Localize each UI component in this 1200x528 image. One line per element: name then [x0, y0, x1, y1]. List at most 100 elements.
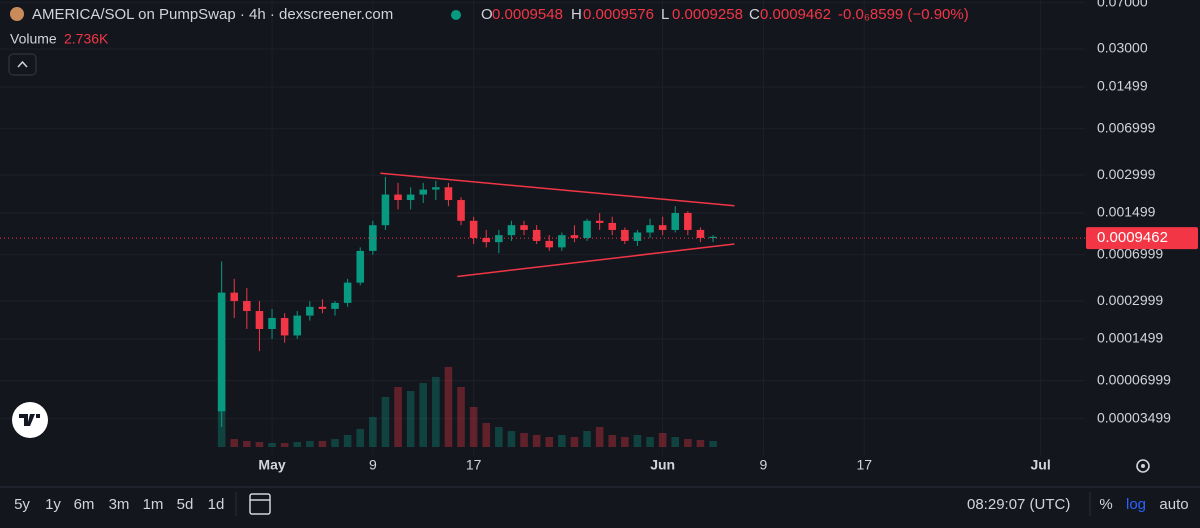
volume-bar [369, 417, 377, 447]
volume-bar [646, 437, 654, 447]
clock: 08:29:07 (UTC) [967, 496, 1070, 513]
volume-bar [268, 443, 276, 447]
y-tick-label: 0.0002999 [1097, 292, 1163, 308]
ohlc-value: 0.0009258 [672, 6, 743, 23]
candle-body [217, 292, 226, 412]
volume-bar [545, 437, 554, 447]
volume-bar [507, 431, 516, 447]
price-label-box [1086, 227, 1198, 250]
y-tick-label: 0.0001499 [1097, 330, 1163, 346]
volume-bar [570, 437, 579, 447]
volume-bar [331, 439, 339, 447]
y-tick-label: 0.03000 [1097, 40, 1148, 56]
y-tick-label: 0.001499 [1097, 204, 1156, 220]
volume-bar [684, 439, 692, 447]
y-tick-label: 0.0006999 [1097, 245, 1163, 261]
range-button[interactable]: 6m [74, 496, 95, 513]
volume-bar [243, 441, 251, 447]
candle-body [532, 229, 541, 241]
candle-body [633, 232, 642, 241]
candle-body [331, 302, 339, 309]
candle-body [507, 225, 516, 236]
candle-body [583, 220, 591, 238]
y-tick-label: 0.00006999 [1097, 371, 1171, 387]
header: AMERICA/SOL on PumpSwap · 4h · dexscreen… [8, 6, 969, 76]
candle-body [394, 194, 402, 201]
volume-bar [495, 427, 503, 447]
ohlc-value: 0.0009462 [760, 6, 831, 23]
x-tick-label: 9 [369, 457, 377, 473]
candle-body [558, 235, 566, 248]
candle-body [293, 315, 302, 336]
candle-body [608, 222, 617, 230]
candle-body [343, 282, 352, 303]
candle-body [255, 311, 264, 329]
x-tick-label: Jun [650, 457, 675, 473]
scale-button[interactable]: auto [1159, 496, 1188, 513]
ohlc-value: 0.0009548 [492, 6, 563, 23]
candle-body [381, 194, 390, 226]
candle-layer [217, 176, 717, 428]
candle-body [570, 235, 579, 238]
volume-bar [583, 431, 591, 447]
volume-bar [419, 383, 428, 447]
collapse-icon [17, 60, 28, 68]
candle-body [457, 200, 465, 221]
volume-bar [558, 435, 566, 447]
volume-bar [633, 435, 642, 447]
x-tick-label: May [258, 457, 285, 473]
candle-body [658, 225, 667, 230]
candle-body [520, 225, 528, 230]
range-button[interactable]: 1d [208, 496, 225, 513]
toolbar: 08:29:07 (UTC) 5y 1y 6m 3m 1m 5d 1d% log auto [14, 492, 1189, 516]
y-tick-label: 0.002999 [1097, 166, 1156, 182]
y-tick-label: 0.07000 [1097, 0, 1148, 9]
volume-value: 2.736K [64, 31, 109, 47]
volume-bar [343, 435, 352, 447]
settings-icon-center [1141, 464, 1145, 468]
scale-button[interactable]: log [1126, 496, 1146, 513]
volume-bar [230, 439, 239, 447]
range-button[interactable]: 5y [14, 496, 30, 513]
volume-bar [280, 443, 289, 447]
candle-body [318, 306, 327, 309]
volume-bar [444, 367, 453, 447]
x-tick-label: 17 [856, 457, 872, 473]
y-tick-label: 0.006999 [1097, 119, 1156, 135]
range-button[interactable]: 1m [143, 496, 164, 513]
volume-bar [621, 437, 629, 447]
y-tick-label: 0.00003499 [1097, 409, 1171, 425]
volume-bar [255, 442, 264, 447]
settings-icon[interactable] [1136, 459, 1150, 473]
range-button[interactable]: 5d [177, 496, 194, 513]
volume-bar [709, 441, 717, 447]
candle-body [268, 318, 276, 329]
volume-bar [306, 441, 314, 447]
range-button[interactable]: 1y [45, 496, 61, 513]
candle-body [684, 212, 692, 230]
volume-bar [406, 391, 415, 447]
candle-body [419, 189, 428, 195]
volume-bar [608, 435, 617, 447]
ohlc-label: O [481, 6, 493, 23]
x-tick-label: 9 [760, 457, 768, 473]
candle-body [545, 240, 554, 248]
volume-bar [356, 429, 365, 447]
candle-body [696, 229, 705, 238]
candle-body [243, 301, 251, 312]
range-button[interactable]: 3m [109, 496, 130, 513]
candle-body [280, 318, 289, 336]
candle-body [469, 220, 478, 238]
token-icon [10, 7, 24, 21]
scale-button[interactable]: % [1099, 496, 1112, 513]
volume-bar [432, 377, 440, 447]
collapse-button[interactable] [8, 53, 37, 76]
calendar-icon[interactable] [249, 493, 271, 515]
candle-body [406, 194, 415, 201]
volume-bar [658, 433, 667, 447]
volume-label: Volume [10, 31, 57, 47]
volume-bar [457, 387, 465, 447]
volume-bar [469, 407, 478, 447]
